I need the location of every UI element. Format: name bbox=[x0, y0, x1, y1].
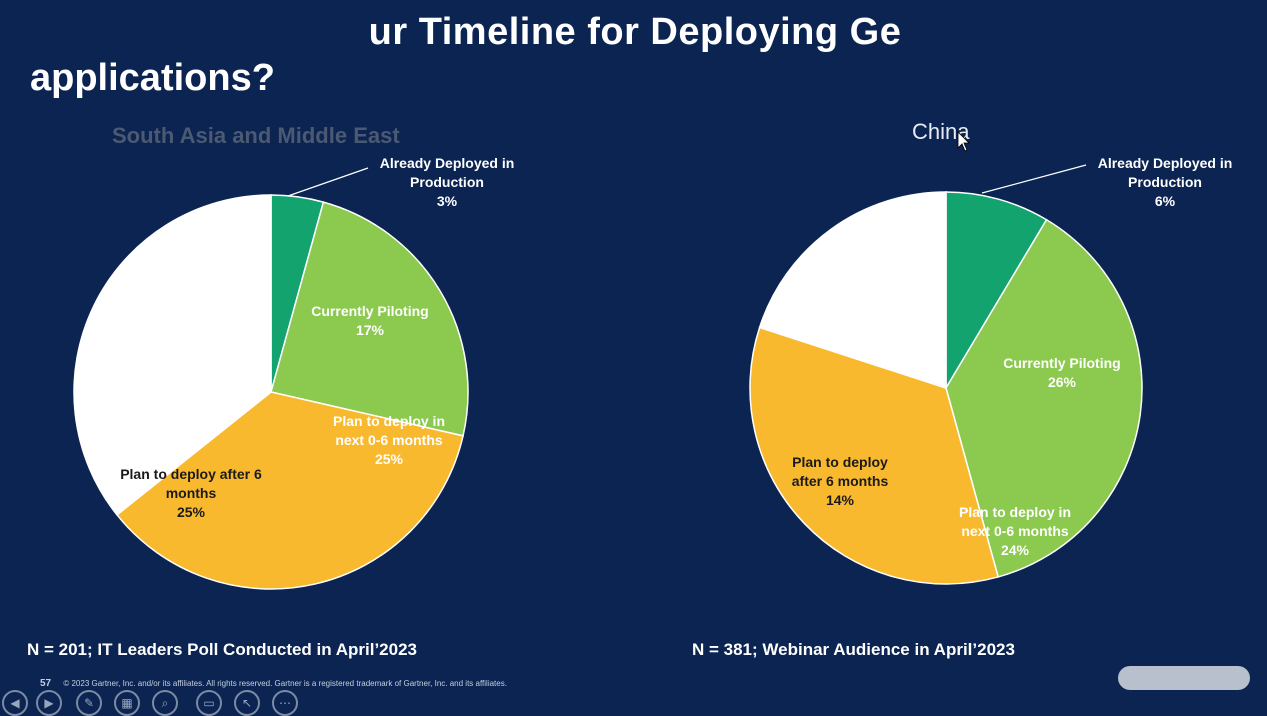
pie-slice-plan-to-deploy-in-next-0-6-months bbox=[115, 391, 464, 590]
copyright-line: 57 © 2023 Gartner, Inc. and/or its affil… bbox=[40, 678, 507, 689]
more-icon[interactable]: ⋯ bbox=[272, 690, 298, 716]
pie-slice-currently-piloting bbox=[945, 218, 1143, 578]
leader-line bbox=[287, 167, 369, 197]
pie-slice-already-deployed-in-production bbox=[945, 191, 1048, 391]
pen-icon[interactable]: ✎ bbox=[76, 690, 102, 716]
footnote-china: N = 381; Webinar Audience in April’2023 bbox=[692, 640, 1015, 659]
slide-title: ur Timeline for Deploying Ge bbox=[30, 8, 1240, 56]
subtitles-icon[interactable]: ▭ bbox=[196, 690, 222, 716]
slide-title-line2: applications? bbox=[30, 57, 275, 99]
zoom-icon[interactable]: ⌕ bbox=[152, 690, 178, 716]
chart-title-south-asia: South Asia and Middle East bbox=[112, 123, 400, 148]
pie-slice-plan-to-deploy-in-next-0-6-months bbox=[749, 326, 1000, 585]
label-sa-after-6: Plan to deploy after 6 months 25% bbox=[120, 466, 262, 520]
page-number: 57 bbox=[40, 678, 52, 689]
pie-chart-south-asia bbox=[73, 167, 469, 590]
label-sa-next-0-6: Plan to deploy in next 0-6 months 25% bbox=[332, 413, 445, 467]
label-sa-already-deployed: Already Deployed in Production 3% bbox=[379, 155, 515, 209]
watermark-logo bbox=[1118, 666, 1250, 690]
label-cn-currently-piloting: Currently Piloting 26% bbox=[1003, 355, 1121, 390]
label-cn-after-6: Plan to deploy after 6 months 14% bbox=[791, 454, 889, 508]
title-occlusion-right bbox=[965, 0, 1267, 58]
slides-icon[interactable]: ▦ bbox=[114, 690, 140, 716]
pie-slice-plan-to-deploy-after-6-months bbox=[758, 191, 947, 390]
pie-slice-currently-piloting bbox=[270, 201, 469, 437]
leader-line bbox=[981, 164, 1087, 194]
footnote-south-asia: N = 201; IT Leaders Poll Conducted in Ap… bbox=[27, 640, 418, 659]
pie-charts bbox=[73, 131, 1143, 590]
label-cn-next-0-6: Plan to deploy in next 0-6 months 24% bbox=[958, 504, 1071, 558]
pie-chart-china bbox=[749, 164, 1143, 585]
mouse-cursor-icon bbox=[957, 131, 970, 152]
label-sa-currently-piloting: Currently Piloting 17% bbox=[311, 303, 429, 338]
copyright-text: © 2023 Gartner, Inc. and/or its affiliat… bbox=[63, 679, 507, 688]
title-occlusion-left bbox=[0, 0, 300, 58]
pie-slice-plan-to-deploy-after-6-months bbox=[73, 194, 272, 516]
next-icon[interactable]: ▶ bbox=[36, 690, 62, 716]
pointer-icon[interactable]: ↖ bbox=[234, 690, 260, 716]
label-cn-already-deployed: Already Deployed in Production 6% bbox=[1097, 155, 1233, 209]
slide-title-line1: ur Timeline for Deploying Ge bbox=[368, 11, 902, 53]
prev-icon[interactable]: ◀ bbox=[2, 690, 28, 716]
